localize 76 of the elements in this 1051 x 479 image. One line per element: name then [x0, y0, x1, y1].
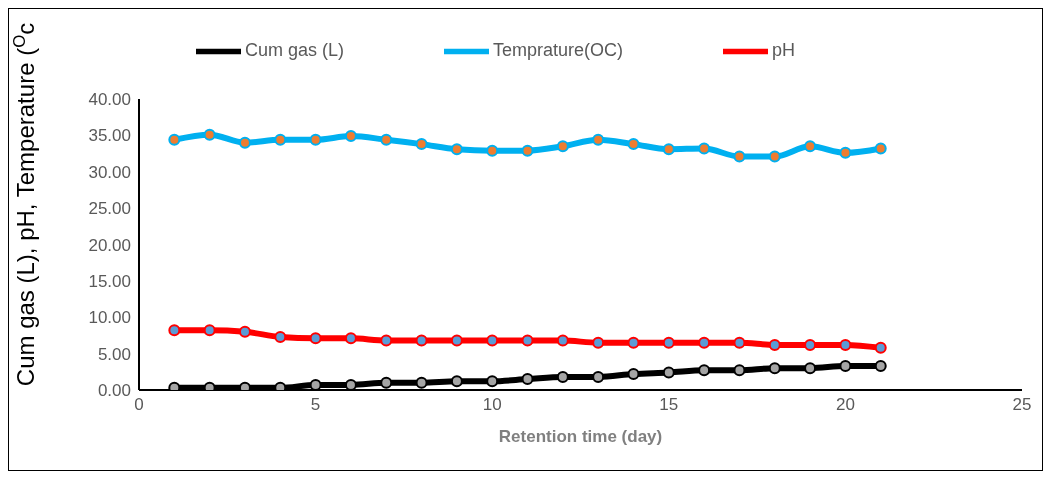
point — [592, 336, 605, 349]
y-tick-label: 40.00 — [88, 90, 131, 110]
y-tick-label: 5.00 — [97, 344, 131, 364]
point — [733, 364, 746, 377]
point — [627, 368, 640, 380]
point — [768, 362, 781, 375]
point — [415, 376, 428, 389]
point — [450, 143, 463, 156]
point — [874, 359, 887, 372]
point — [450, 334, 463, 347]
legend-label: Cum gas (L) — [244, 40, 344, 61]
point — [839, 146, 852, 159]
x-tick-label: 25 — [1012, 395, 1032, 415]
point — [274, 133, 287, 146]
point — [415, 334, 428, 347]
point — [768, 150, 781, 163]
point — [874, 142, 887, 155]
point — [804, 140, 817, 153]
y-tick-label: 20.00 — [88, 235, 131, 255]
point — [486, 375, 499, 388]
point — [627, 336, 640, 349]
point — [698, 142, 711, 155]
point — [698, 336, 711, 349]
y-tick-label: 35.00 — [88, 126, 131, 146]
y-tick-label: 0.00 — [97, 381, 131, 401]
y-tick-label: 10.00 — [88, 308, 131, 328]
x-tick-label: 10 — [482, 395, 502, 415]
point — [768, 338, 781, 351]
point — [662, 366, 675, 379]
point — [238, 325, 251, 338]
point — [274, 330, 287, 343]
point — [874, 341, 887, 354]
point — [733, 336, 746, 349]
point — [415, 138, 428, 151]
y-tick-label: 30.00 — [88, 162, 131, 182]
point — [238, 136, 251, 149]
y-tick-label: 15.00 — [88, 271, 131, 291]
point — [556, 334, 569, 347]
point — [804, 362, 817, 375]
point — [344, 332, 357, 345]
point — [521, 144, 534, 157]
point — [839, 359, 852, 372]
x-tick-label: 0 — [134, 395, 144, 415]
x-tick-label: 5 — [310, 395, 321, 415]
point — [839, 338, 852, 351]
point — [627, 138, 640, 151]
point — [380, 133, 393, 146]
x-axis-title: Retention time (day) — [498, 427, 663, 446]
point — [521, 334, 534, 347]
point — [698, 364, 711, 377]
x-tick-label: 20 — [835, 395, 855, 415]
point — [309, 378, 322, 390]
point — [203, 128, 216, 141]
point — [380, 376, 393, 389]
point — [203, 324, 216, 337]
y-tick-label: 25.00 — [88, 199, 131, 219]
legend-label: pH — [772, 40, 796, 61]
point — [592, 133, 605, 146]
point — [168, 324, 181, 337]
point — [662, 143, 675, 156]
point — [309, 133, 322, 146]
point — [309, 332, 322, 345]
legend-label: Temprature(OC) — [492, 40, 624, 61]
point — [486, 334, 499, 347]
point — [592, 370, 605, 383]
point — [521, 373, 534, 386]
point — [344, 130, 357, 143]
point — [556, 370, 569, 383]
point — [380, 334, 393, 347]
point — [733, 150, 746, 163]
point — [662, 336, 675, 349]
point — [486, 144, 499, 157]
x-tick-label: 15 — [659, 395, 679, 415]
point — [556, 140, 569, 153]
point — [450, 375, 463, 388]
point — [168, 133, 181, 146]
